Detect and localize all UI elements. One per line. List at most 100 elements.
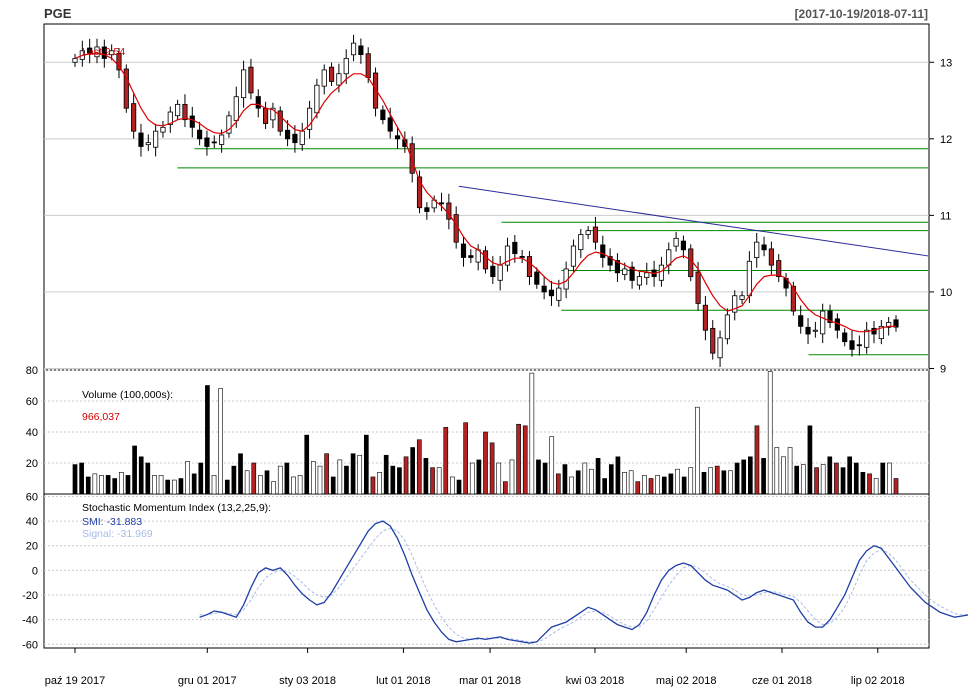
volume-bar [860,471,866,495]
candle-body [724,314,730,340]
candle-body [541,285,547,293]
smi-tick-label: -60 [22,639,38,651]
volume-bar [509,459,515,495]
volume-bar [476,459,482,495]
candle-body [285,129,291,140]
volume-bar [152,475,157,495]
volume-bar [489,442,495,495]
volume-bar [767,371,773,495]
candle-body [504,245,511,266]
candle-body [768,248,774,266]
price-tick-label: 10 [940,287,952,299]
candle-body [717,337,723,359]
candle-body [886,322,892,328]
candle-body [416,176,423,209]
candle-body [336,73,342,86]
smi-tick-label: 20 [26,541,38,553]
volume-bar [191,473,197,495]
candle-body [182,103,188,121]
candle-body [820,310,826,335]
volume-bar [867,473,872,495]
candle-body [622,268,628,276]
candle-body [746,260,752,297]
volume-bar [145,462,151,495]
volume-bar [112,478,118,495]
candle-body [350,42,357,56]
volume-bar [748,456,753,495]
volume-bar [443,427,449,495]
volume-bar [357,454,363,495]
ema-group [74,52,896,333]
smi-lines [199,520,968,644]
price-lines [177,148,929,356]
candle-body [255,96,261,109]
price-grid [44,61,934,369]
volume-bar [827,456,833,495]
price-tick-label: 9 [940,363,946,375]
candle-body [732,295,738,313]
candle-body [497,264,503,281]
volume-bar [794,465,800,495]
volume-bar [330,476,336,495]
candle-body [372,72,379,109]
volume-bar [701,471,707,495]
candle-body [145,142,151,146]
volume-bar [582,462,588,495]
volume-bar [390,465,396,495]
candle-body [204,137,210,147]
volume-bar [185,461,190,495]
candle-body [116,53,122,71]
signal-line [199,527,968,643]
candle-body [688,248,694,278]
volume-bar [661,476,667,495]
volume-bar [337,459,343,495]
volume-bar [688,467,694,495]
volume-bar [695,406,700,495]
candle-body [578,234,584,251]
volume-bar [132,445,137,495]
volume-label: Volume (100,000s): [82,389,173,401]
volume-bar [529,372,535,495]
candle-body [761,244,767,251]
volume-bar [622,471,627,495]
date-tick-label: gru 01 2017 [178,675,237,687]
smi-tick-label: -20 [22,590,38,602]
volume-bar [761,458,766,495]
candle-body [878,325,884,340]
volume-bar [469,462,475,495]
volume-bar [430,467,435,495]
volume-bar [668,473,674,495]
volume-bar [536,459,541,495]
volume-bar [734,462,740,495]
candle-body [380,109,386,121]
volume-bars [72,371,899,495]
date-tick-label: kwi 03 2018 [566,675,625,687]
volume-bar [800,464,806,495]
candle-body [827,310,833,323]
candle-body [534,271,540,285]
price-tick-labels: 9 10 11 12 13 [940,57,952,375]
volume-bar [105,475,111,495]
candle-body [658,264,665,281]
volume-bar [85,476,91,495]
volume-bar [741,459,747,495]
candle-body [299,130,305,145]
candle-body [131,103,137,132]
candle-body [211,141,217,144]
candle-body [754,241,760,259]
candle-body [94,46,100,58]
volume-bar [297,475,303,495]
volume-bar [244,470,250,495]
candle-body [548,289,555,297]
candle-body [138,132,144,147]
volume-bar [324,453,329,495]
candle-body [365,53,371,78]
price-tick-label: 12 [940,134,952,146]
volume-bar [284,462,290,495]
volume-bar [628,470,634,495]
chart-title: PGE [44,6,72,21]
volume-bar [198,462,204,495]
candle-body [644,272,650,278]
volume-bar [205,385,210,495]
volume-bar [171,479,177,495]
